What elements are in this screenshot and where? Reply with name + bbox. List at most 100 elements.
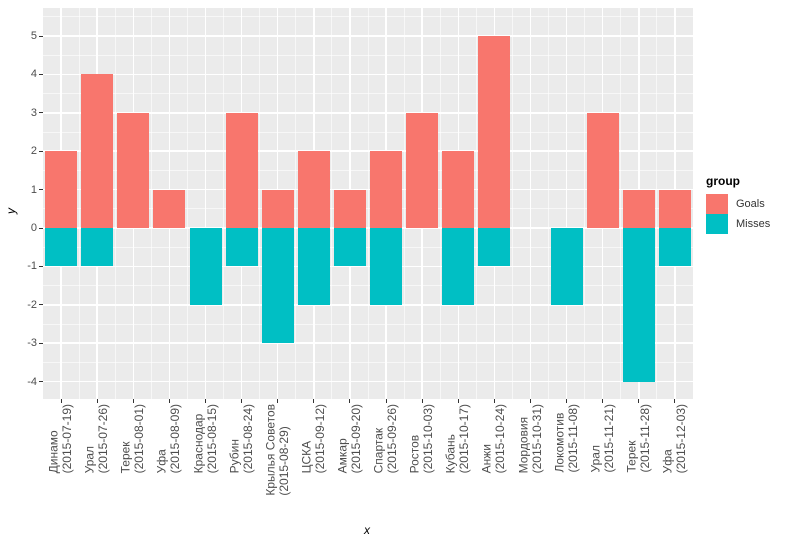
x-tick-label: Рубин (2015-08-24) (227, 404, 255, 474)
y-tick (39, 227, 43, 229)
x-tick-label: Спартак (2015-09-26) (371, 404, 400, 474)
x-tick (530, 399, 531, 403)
y-tick-label: 0 (30, 222, 37, 234)
y-tick (39, 112, 43, 114)
v-gridline-minor (584, 8, 586, 399)
v-gridline-minor (114, 8, 116, 399)
y-tick-label: 4 (30, 68, 37, 81)
x-tick (385, 399, 387, 403)
x-tick-label: Терек (2015-08-01) (118, 404, 147, 474)
misses-bar (550, 228, 583, 305)
goals-bar (45, 151, 78, 228)
x-tick-label-wrap: Анжи (2015-10-24) (480, 404, 508, 473)
v-gridline-minor (223, 8, 225, 399)
x-tick-label-wrap: Мордовия (2015-10-31) (516, 404, 544, 474)
misses-bar (81, 228, 114, 267)
x-tick-label-wrap: Динамо (2015-07-19) (46, 404, 75, 474)
misses-bar (442, 228, 475, 305)
misses-bar (189, 228, 222, 305)
y-tick-label: 3 (30, 106, 37, 119)
goals-bar (370, 151, 403, 228)
goals-bar (478, 36, 511, 228)
goals-bar (586, 112, 619, 228)
y-tick-label: 2 (30, 145, 37, 158)
goals-swatch-icon (706, 194, 728, 214)
x-tick (205, 399, 206, 403)
misses-bar (478, 228, 511, 267)
v-gridline-minor (475, 8, 477, 399)
x-tick-label-wrap: Ростов (2015-10-03) (408, 404, 436, 473)
v-gridline-minor (295, 8, 297, 399)
misses-bar (225, 228, 258, 267)
x-tick-label: Динамо (2015-07-19) (46, 404, 75, 474)
legend-label-goals: Goals (736, 198, 765, 210)
x-tick-label: ЦСКА (2015-09-12) (299, 404, 327, 474)
y-axis-title: y (4, 208, 18, 214)
x-tick (277, 399, 279, 403)
x-tick (638, 399, 640, 403)
x-tick (349, 399, 351, 403)
x-tick-label: Мордовия (2015-10-31) (516, 404, 544, 474)
x-tick-label: Амкар (2015-09-20) (335, 404, 363, 474)
legend-item-goals: Goals (706, 194, 796, 214)
x-tick (168, 399, 170, 403)
y-tick (39, 381, 43, 383)
v-gridline-minor (511, 8, 513, 399)
y-tick (39, 35, 43, 37)
y-tick (39, 342, 43, 344)
v-gridline-minor (78, 8, 80, 399)
v-gridline-minor (403, 8, 405, 399)
goals-bar (658, 189, 691, 228)
x-tick (132, 399, 134, 403)
y-tick (39, 304, 43, 306)
y-tick-label: -1 (27, 260, 37, 273)
x-tick (457, 399, 459, 403)
y-tick-label: 1 (30, 183, 37, 196)
legend-label-misses: Misses (736, 218, 771, 230)
x-tick (566, 399, 568, 403)
y-tick (39, 265, 43, 267)
v-gridline-major (565, 8, 568, 399)
goals-bar (406, 112, 439, 228)
plot-panel (43, 8, 693, 399)
x-tick-label-wrap: Терек (2015-11-28) (624, 404, 652, 472)
misses-bar (333, 228, 366, 267)
misses-swatch-icon (706, 214, 728, 234)
y-tick (39, 73, 43, 75)
x-tick (602, 399, 604, 403)
y-tick-label: -4 (27, 375, 37, 388)
v-gridline-minor (259, 8, 261, 399)
goals-bar (442, 151, 475, 228)
y-tick-label: 5 (30, 30, 37, 42)
x-tick-label: Урал (2015-11-21) (588, 404, 616, 473)
x-tick-label: Кубань (2015-10-17) (443, 404, 472, 474)
goals-bar (333, 189, 366, 228)
x-tick-label: Краснодар (2015-08-15) (191, 404, 219, 474)
misses-bar (622, 228, 655, 382)
x-tick-label-wrap: ЦСКА (2015-09-12) (299, 404, 327, 474)
x-tick-label-wrap: Урал (2015-07-26) (82, 404, 111, 474)
goals-bar (622, 189, 655, 228)
x-tick-label: Крылья Советов (2015-08-29) (263, 404, 291, 496)
v-gridline-minor (439, 8, 441, 399)
y-tick-label: -2 (27, 298, 37, 311)
x-tick (96, 399, 98, 403)
misses-bar (658, 228, 691, 267)
x-tick-label: Уфа (2015-12-03) (660, 404, 688, 474)
misses-bar (261, 228, 294, 344)
x-tick-label-wrap: Кубань (2015-10-17) (443, 404, 472, 474)
goals-bar (225, 112, 258, 228)
v-gridline-minor (548, 8, 550, 399)
x-tick-label: Урал (2015-07-26) (82, 404, 111, 474)
x-tick (674, 399, 676, 403)
x-tick-label: Уфа (2015-08-09) (154, 404, 183, 474)
x-tick-label-wrap: Крылья Советов (2015-08-29) (263, 404, 291, 496)
goals-bar (117, 112, 150, 228)
x-tick-label-wrap: Амкар (2015-09-20) (335, 404, 363, 474)
x-tick-label-wrap: Рубин (2015-08-24) (227, 404, 255, 474)
v-gridline-minor (150, 8, 152, 399)
x-tick-label-wrap: Локомотив (2015-11-08) (552, 404, 580, 472)
x-tick (241, 399, 243, 403)
v-gridline-minor (620, 8, 622, 399)
